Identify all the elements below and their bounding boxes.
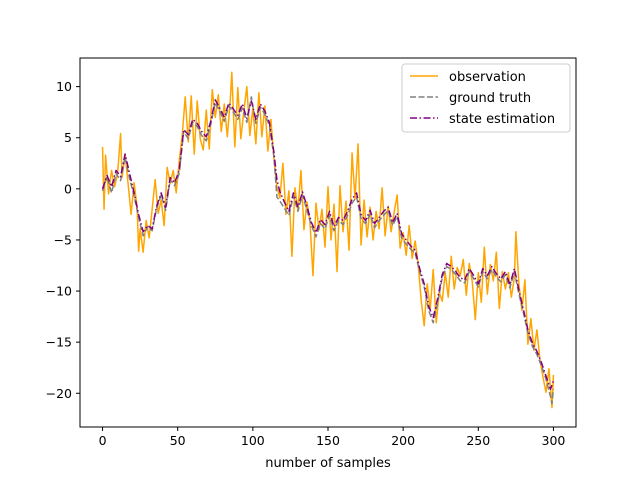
series-layer [101,71,555,409]
legend-label-state-estimation: state estimation [449,112,555,127]
legend-label-ground-truth: ground truth [449,91,531,106]
series-line-ground-truth [101,96,555,405]
x-tick-label: 300 [542,433,566,448]
x-tick-label: 0 [99,433,107,448]
y-tick-label: −10 [46,284,72,299]
y-tick-label: −15 [46,335,72,350]
y-tick-label: −5 [54,232,72,247]
legend-label-observation: observation [449,70,526,85]
y-tick-label: −20 [46,386,72,401]
x-tick-label: 250 [466,433,490,448]
x-tick-label: 50 [170,433,186,448]
x-tick-label: 200 [391,433,415,448]
x-axis-label: number of samples [265,456,391,471]
x-tick-label: 150 [316,433,340,448]
legend-box [401,63,571,133]
y-tick-label: 0 [64,181,72,196]
y-tick-label: 5 [64,130,72,145]
y-tick-label: 10 [56,79,72,94]
x-tick-label: 100 [241,433,265,448]
series-line-state-estimation [101,99,555,390]
legend: observation ground truth state estimatio… [401,63,571,133]
